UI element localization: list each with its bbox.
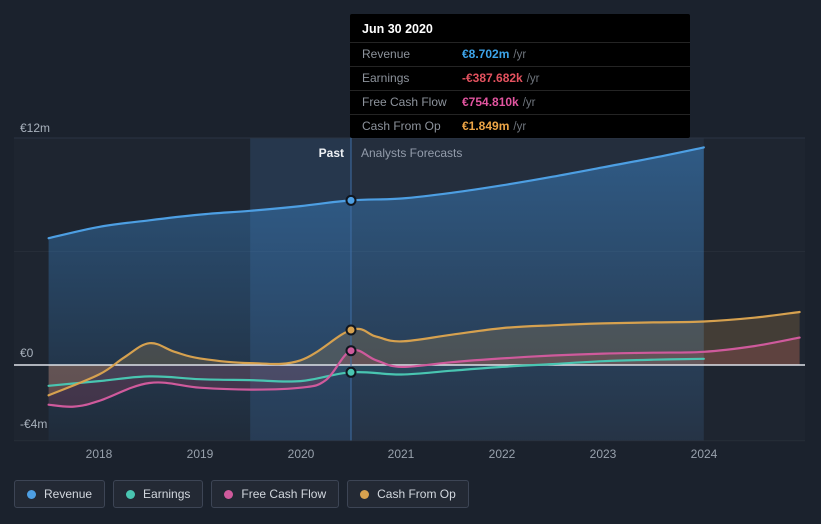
tooltip-row-earnings: Earnings -€387.682k /yr [350, 66, 690, 90]
free-cash-flow-series-dot-icon [224, 489, 234, 499]
earnings-series-dot-icon [126, 489, 136, 499]
cash-from-op-series-dot-icon [360, 489, 370, 499]
tooltip-label: Cash From Op [362, 119, 441, 133]
revenue-series-dot-icon [27, 489, 36, 499]
y-axis-label-neg4m: -€4m [20, 417, 48, 431]
legend-label: Free Cash Flow [241, 487, 327, 501]
x-axis-label-2023: 2023 [589, 447, 617, 461]
y-axis-label-12m: €12m [20, 121, 51, 135]
tooltip-unit: /yr [522, 97, 536, 109]
legend-label: Cash From Op [377, 487, 456, 501]
chart-tooltip: Jun 30 2020 Revenue €8.702m /yr Earnings… [350, 14, 690, 138]
legend-label: Revenue [44, 487, 93, 501]
x-axis-label-2024: 2024 [690, 447, 718, 461]
legend-item-earnings[interactable]: Earnings [113, 480, 204, 508]
tooltip-value: €8.702m [462, 47, 510, 61]
tooltip-label: Free Cash Flow [362, 95, 447, 109]
x-axis-label-2021: 2021 [387, 447, 415, 461]
tooltip-unit: /yr [513, 49, 527, 61]
y-axis-label-0: €0 [20, 346, 34, 360]
x-axis-label-2019: 2019 [186, 447, 214, 461]
legend-label: Earnings [143, 487, 191, 501]
analysts-forecasts-label: Analysts Forecasts [361, 146, 463, 160]
tooltip-value: €1.849m [462, 119, 510, 133]
legend-item-revenue[interactable]: Revenue [14, 480, 106, 508]
tooltip-unit: /yr [513, 121, 527, 133]
tooltip-value: €754.810k [462, 95, 519, 109]
legend-item-free-cash-flow[interactable]: Free Cash Flow [211, 480, 340, 508]
tooltip-label: Revenue [362, 47, 411, 61]
tooltip-label: Earnings [362, 71, 410, 85]
past-label: Past [318, 146, 344, 160]
tooltip-row-revenue: Revenue €8.702m /yr [350, 42, 690, 66]
legend-item-cash-from-op[interactable]: Cash From Op [347, 480, 469, 508]
tooltip-value: -€387.682k [462, 71, 523, 85]
chart-legend: Revenue Earnings Free Cash Flow Cash Fro… [14, 480, 469, 508]
x-axis-label-2018: 2018 [85, 447, 113, 461]
tooltip-date: Jun 30 2020 [362, 22, 433, 36]
tooltip-row-cash-from-op: Cash From Op €1.849m /yr [350, 114, 690, 138]
tooltip-unit: /yr [526, 73, 540, 85]
x-axis-label-2022: 2022 [488, 447, 516, 461]
tooltip-row-free-cash-flow: Free Cash Flow €754.810k /yr [350, 90, 690, 114]
x-axis-label-2020: 2020 [287, 447, 315, 461]
